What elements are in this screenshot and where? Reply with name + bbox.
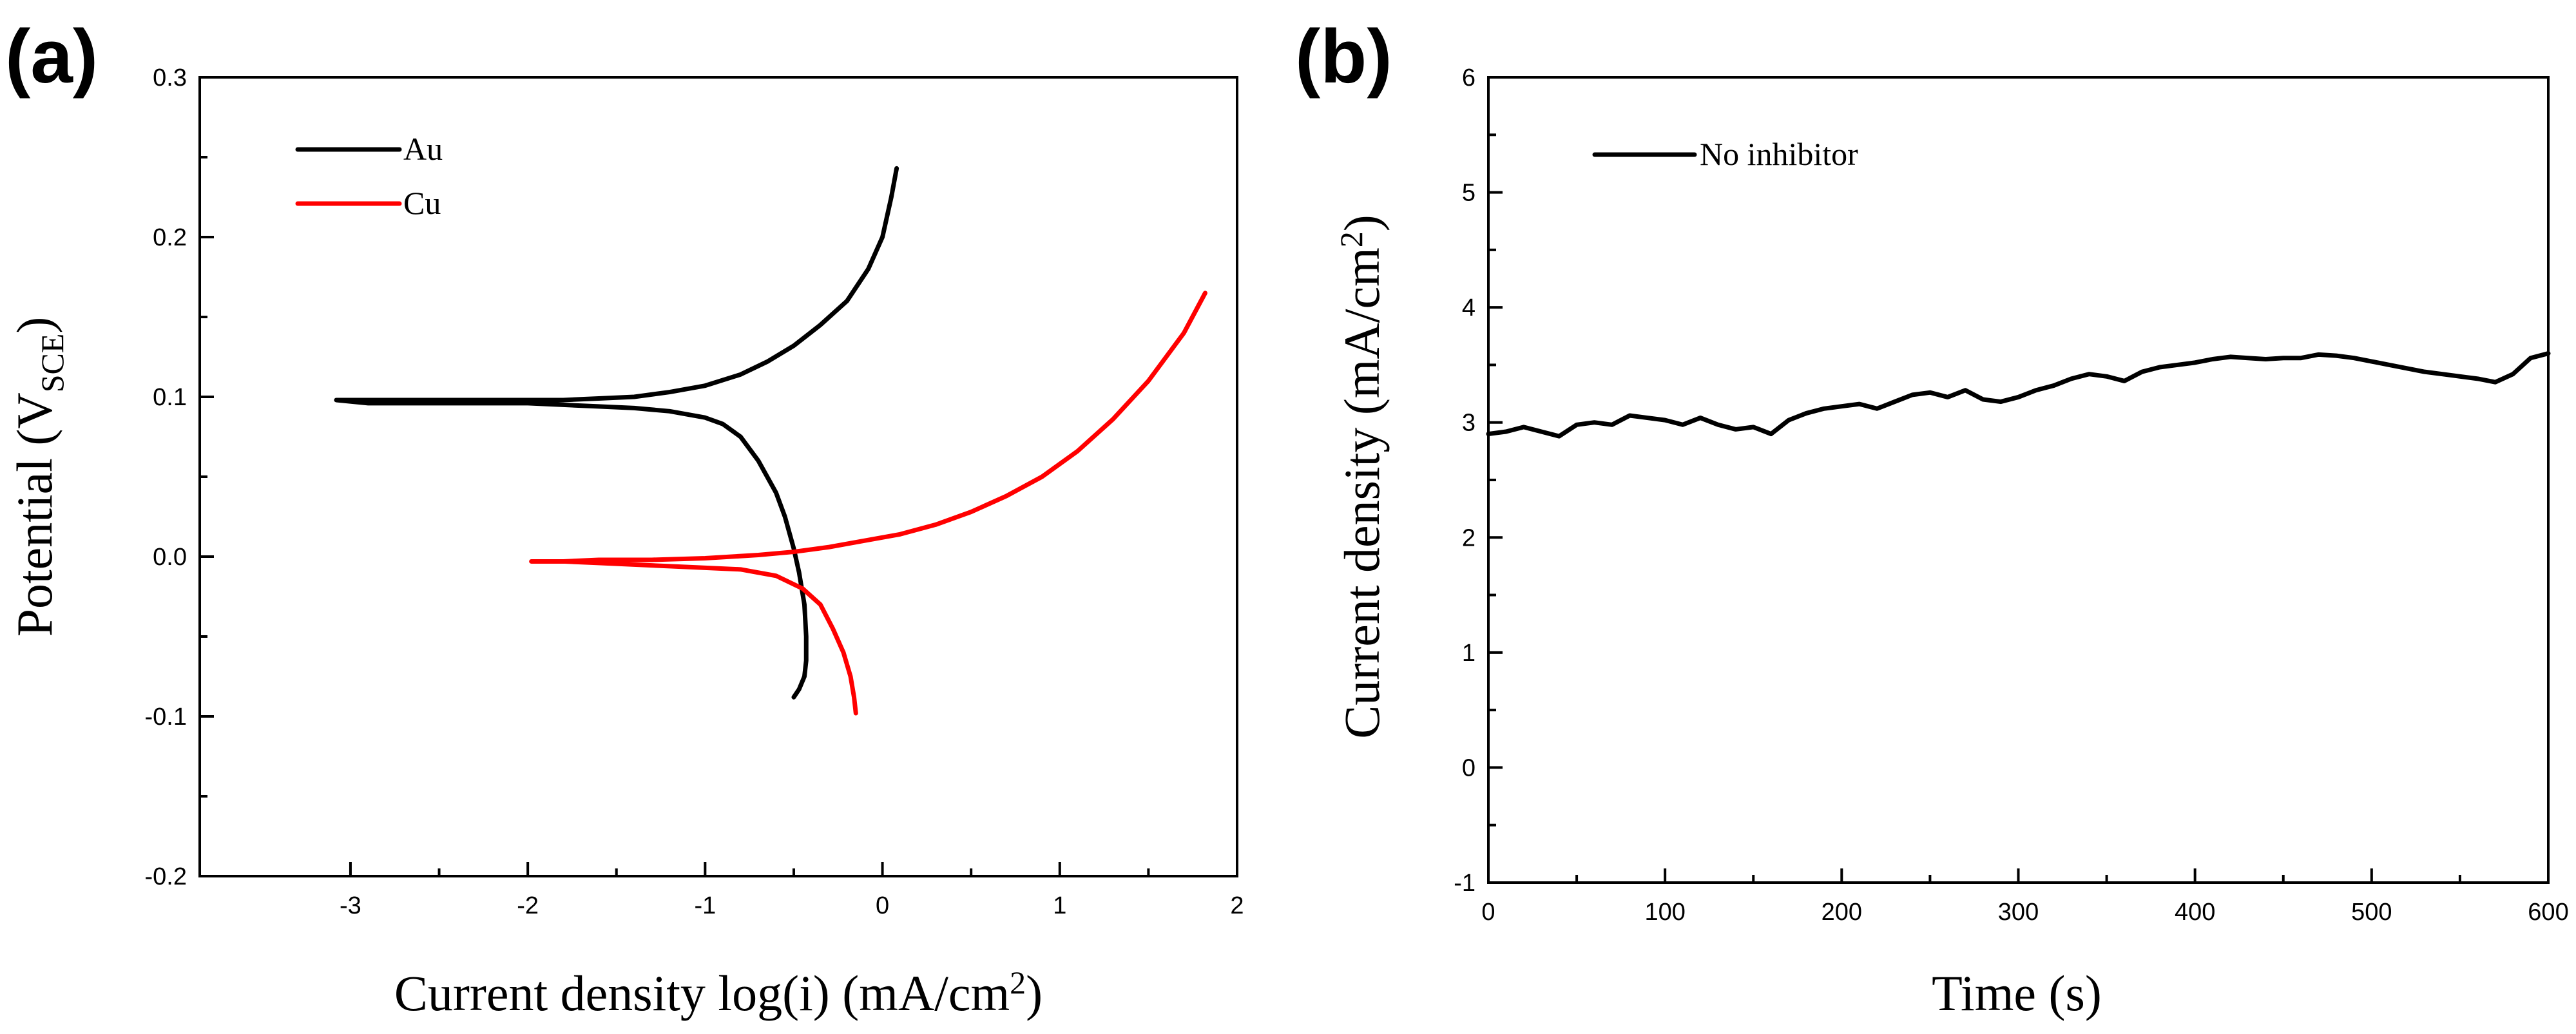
legend-label-au: Au [403,131,443,167]
panel-a-ylabel-tail: ) [6,317,62,334]
panel-b-legend: No inhibitor [1592,136,1858,172]
y-tick-label: -0.1 [145,704,187,731]
y-tick-label: 4 [1462,294,1475,321]
panel-b-ylabel-sup: 2 [1333,231,1369,247]
y-tick-label: 0.0 [153,544,187,571]
y-tick-label: 3 [1462,410,1475,437]
panel-b-ylabel-tail: ) [1334,215,1390,231]
x-tick-label: 0 [1481,899,1495,926]
x-tick-label: -3 [340,892,361,919]
panel-a-ylabel-main: Potential (V [6,392,62,637]
panel-a-x-axis-title: Current density log(i) (mA/cm2) [394,964,1043,1021]
y-tick-label: 0 [1462,754,1475,781]
x-tick-label: 100 [1644,899,1685,926]
panel-a-y-ticks: -0.2 -0.1 0.0 0.1 0.2 0.3 [145,64,214,890]
y-tick-label: 0.1 [153,384,187,411]
y-tick-label: 5 [1462,180,1475,207]
panel-a-y-axis-title: Potential (VSCE) [6,317,70,637]
panel-b-ylabel-main: Current density (mA/cm [1334,247,1390,739]
series-line-cu [529,291,1207,716]
panel-a-legend: Au Cu [295,131,443,221]
x-tick-label: -2 [517,892,539,919]
x-tick-label: 500 [2351,899,2392,926]
x-tick-label: 300 [1998,899,2039,926]
x-tick-label: 200 [1821,899,1862,926]
panel-b-series [1486,351,2551,439]
series-line-au [334,166,899,700]
x-tick-label: 1 [1053,892,1066,919]
x-tick-label: -1 [694,892,716,919]
y-tick-label: -0.2 [145,863,187,890]
x-tick-label: 2 [1230,892,1244,919]
panel-b-letter: (b) [1295,14,1392,99]
panel-b-y-ticks: -1 0 1 2 3 4 5 6 [1454,64,1503,897]
y-tick-label: 1 [1462,640,1475,667]
y-tick-label: 0.2 [153,224,187,251]
panel-a-letter: (a) [5,14,98,99]
panel-a: (a) -3 -2 -1 0 1 2 -0.2 -0.1 0.0 0.1 0.2 0.3 Au Cu… [5,14,1244,1021]
panel-b-plot-frame [1487,76,2550,884]
x-tick-label: 400 [2175,899,2215,926]
panel-a-xlabel-sup: 2 [1010,964,1026,1000]
panel-b-x-ticks: 0 100 200 300 400 500 600 [1481,868,2569,926]
y-tick-label: 2 [1462,524,1475,551]
x-tick-label: 0 [876,892,889,919]
legend-label-no-inhibitor: No inhibitor [1700,136,1858,172]
legend-label-cu: Cu [403,185,441,221]
panel-a-ylabel-sub: SCE [34,334,70,393]
series-line-no-inhibitor [1486,351,2551,439]
panel-a-series [334,166,1207,716]
panel-a-x-ticks: -3 -2 -1 0 1 2 [340,862,1244,919]
y-tick-label: 0.3 [153,64,187,91]
panel-b-x-axis-title: Time (s) [1932,965,2102,1021]
y-tick-label: 6 [1462,64,1475,91]
panel-a-plot-frame [198,76,1238,877]
panel-b-y-axis-title: Current density (mA/cm2) [1333,215,1390,739]
x-tick-label: 600 [2528,899,2568,926]
panel-a-xlabel-tail: ) [1026,965,1043,1021]
panel-a-xlabel-main: Current density log(i) (mA/cm [394,965,1010,1021]
y-tick-label: -1 [1454,870,1475,897]
